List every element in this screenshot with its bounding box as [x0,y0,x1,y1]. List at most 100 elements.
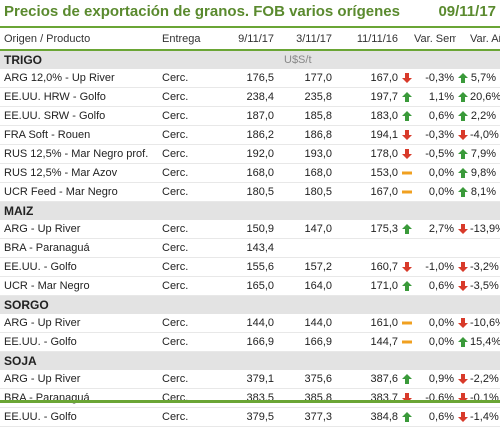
section-header-sorgo: SORGO [0,295,500,314]
arrow-up-icon [457,186,469,198]
cell-ano: -2,2% [470,370,500,389]
cell-sem: 0,9% [414,370,456,389]
arrow-up-icon [457,72,469,84]
cell-ano: -3,2% [470,257,500,277]
section-title: SOJA [0,351,158,370]
trend-cell [456,388,470,408]
cell-sem: 0,6% [414,106,456,126]
trend-cell [400,257,414,277]
cell-entrega: Cerc. [158,220,218,239]
section-unit [218,201,500,220]
cell-d1: 168,0 [218,163,276,183]
col-header-d2: 3/11/17 [276,29,334,51]
cell-sem: 1,1% [414,87,456,107]
cell-d3: 197,7 [334,87,400,107]
cell-sem: 0,0% [414,163,456,183]
cell-entrega: Cerc. [158,314,218,333]
arrow-up-icon [457,148,469,160]
trend-cell [456,407,470,427]
title-bar: Precios de exportación de granos. FOB va… [0,0,500,26]
cell-d3: 383,7 [334,388,400,408]
cell-name: ARG - Up River [0,314,158,333]
arrow-down-icon [401,261,413,273]
table-row: ARG - Up River Cerc. 150,9 147,0 175,3 2,7% -1… [0,220,500,239]
trend-cell [456,220,470,239]
table-row: EE.UU. - Golfo Cerc. 155,6 157,2 160,7 -1,0% -… [0,257,500,277]
cell-d1: 379,5 [218,407,276,427]
table-row: RUS 12,5% - Mar Azov Cerc. 168,0 168,0 153,0… [0,163,500,183]
trend-cell [400,276,414,296]
trend-cell [456,69,470,88]
price-table: Origen / Producto Entrega 9/11/17 3/11/1… [0,29,500,427]
table-row: FRA Soft - Rouen Cerc. 186,2 186,8 194,1 -0,3… [0,125,500,145]
cell-ano: -13,9% [470,220,500,239]
cell-d2: 157,2 [276,257,334,277]
cell-d2: 147,0 [276,220,334,239]
cell-d3: 160,7 [334,257,400,277]
table-row: EE.UU. SRW - Golfo Cerc. 187,0 185,8 183,0 0,… [0,106,500,126]
cell-sem: -0,6% [414,388,456,408]
trend-cell [456,106,470,126]
trend-cell [456,314,470,333]
cell-d2: 164,0 [276,276,334,296]
cell-sem: -0,3% [414,125,456,145]
cell-entrega: Cerc. [158,332,218,352]
col-header-d3: 11/11/16 [334,29,400,51]
cell-name: EE.UU. SRW - Golfo [0,106,158,126]
section-title: MAIZ [0,201,158,220]
cell-sem: -0,5% [414,144,456,164]
cell-ano: -1,4% [470,407,500,427]
trend-cell [456,257,470,277]
cell-d1: 186,2 [218,125,276,145]
trend-cell [400,87,414,107]
cell-d1: 150,9 [218,220,276,239]
cell-d2: 168,0 [276,163,334,183]
table-row: BRA - Paranaguá Cerc. 383,5 385,8 383,7 -0,6%… [0,388,500,408]
cell-d1: 192,0 [218,144,276,164]
cell-sem: 0,6% [414,407,456,427]
cell-name: ARG - Up River [0,370,158,389]
arrow-up-icon [401,373,413,385]
cell-entrega: Cerc. [158,276,218,296]
cell-d2: 375,6 [276,370,334,389]
cell-ano: -0,1% [470,388,500,408]
cell-d1: 383,5 [218,388,276,408]
table-row: UCR - Mar Negro Cerc. 165,0 164,0 171,0 0,6% -… [0,276,500,296]
cell-ano: -10,6% [470,314,500,333]
table-body: TRIGO U$S/t ARG 12,0% - Up River Cerc. 176,5… [0,49,500,427]
arrow-down-icon [401,72,413,84]
cell-entrega: Cerc. [158,370,218,389]
section-spacer [158,351,218,370]
cell-d1: 187,0 [218,106,276,126]
cell-entrega: Cerc. [158,257,218,277]
page-title: Precios de exportación de granos. FOB va… [4,3,400,20]
arrow-up-icon [401,223,413,235]
section-spacer [158,295,218,314]
col-header-ano: Var. Año [470,29,500,51]
cell-ano: 20,6% [470,87,500,107]
title-divider [0,26,500,28]
cell-ano: -3,5% [470,276,500,296]
cell-d2: 166,9 [276,332,334,352]
cell-d1: 176,5 [218,69,276,88]
trend-cell [456,87,470,107]
cell-name: RUS 12,5% - Mar Negro prof. [0,144,158,164]
trend-cell [456,238,470,258]
col-header-d1: 9/11/17 [218,29,276,51]
arrow-down-icon [457,317,469,329]
cell-sem: 2,7% [414,220,456,239]
trend-cell [456,125,470,145]
cell-d3: 175,3 [334,220,400,239]
trend-cell [456,182,470,202]
cell-d2: 193,0 [276,144,334,164]
trend-cell [400,125,414,145]
table-row: RUS 12,5% - Mar Negro prof. Cerc. 192,0 193… [0,144,500,164]
col-header-name: Origen / Producto [0,29,158,51]
cell-d1: 144,0 [218,314,276,333]
cell-d1: 379,1 [218,370,276,389]
cell-d3: 144,7 [334,332,400,352]
trend-cell [400,238,414,258]
cell-d2: 186,8 [276,125,334,145]
table-row: UCR Feed - Mar Negro Cerc. 180,5 180,5 167,0… [0,182,500,202]
